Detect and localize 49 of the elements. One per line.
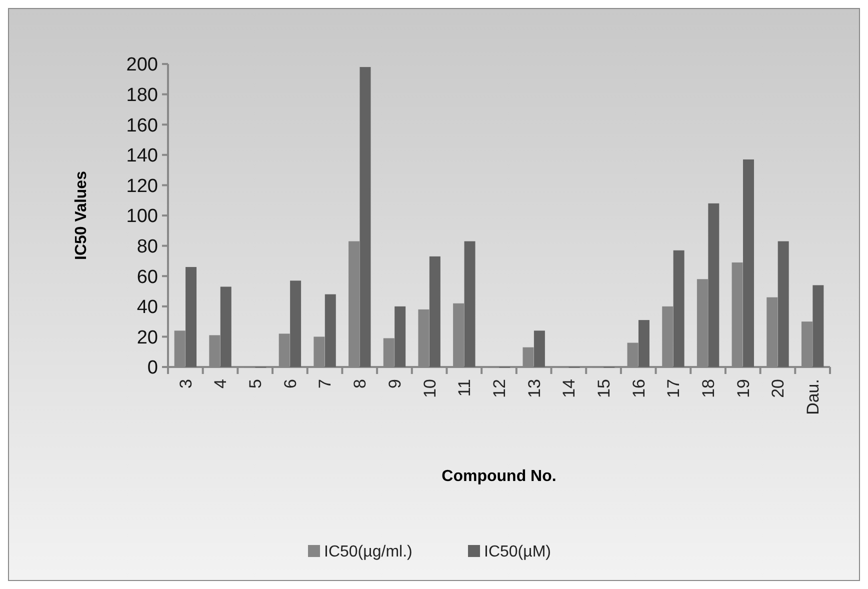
x-tick-label: 17 [664, 379, 684, 398]
x-tick-label: 4 [211, 379, 230, 388]
x-axis-title: Compound No. [442, 468, 556, 485]
y-tick-label: 20 [136, 327, 158, 348]
x-tick-label: 5 [246, 379, 266, 388]
bar [360, 67, 371, 367]
bar [394, 306, 406, 367]
bar [290, 280, 302, 367]
x-tick-label: 15 [594, 379, 614, 398]
x-tick-label: 20 [768, 379, 788, 398]
bar [220, 286, 232, 367]
y-tick-label: 0 [147, 358, 158, 379]
y-tick-label: 160 [126, 115, 158, 136]
x-tick-label: 6 [280, 379, 300, 388]
y-tick-label: 40 [136, 297, 158, 318]
legend-label: IC50(µg/ml.) [324, 544, 412, 561]
x-tick-label: 12 [490, 379, 509, 398]
y-tick-label: 200 [126, 54, 158, 76]
bar [778, 241, 789, 367]
bar [812, 285, 824, 367]
bar [429, 256, 440, 367]
x-tick-label: 19 [734, 379, 753, 398]
bar [534, 330, 545, 367]
x-tick-label: 11 [455, 379, 474, 397]
x-tick-label: 16 [629, 379, 648, 398]
x-tick-label: 7 [316, 379, 335, 388]
bar [743, 159, 754, 367]
y-tick-label: 60 [136, 266, 158, 288]
bar [638, 320, 650, 367]
y-axis-title: IC50 Values [73, 170, 90, 260]
legend-label: IC50(µM) [484, 544, 551, 561]
y-tick-label: 80 [136, 236, 158, 258]
bar [324, 294, 336, 367]
x-tick-label: 14 [560, 379, 579, 398]
y-tick-label: 140 [126, 146, 158, 167]
x-tick-label: Dau. [804, 379, 823, 415]
y-tick-label: 120 [126, 176, 158, 197]
x-tick-label: 18 [699, 379, 718, 398]
y-tick-label: 180 [126, 84, 158, 106]
bar [464, 241, 476, 367]
bar [708, 203, 720, 367]
bar [673, 250, 684, 367]
x-tick-label: 10 [420, 379, 440, 398]
x-tick-label: 9 [385, 379, 404, 388]
x-tick-label: 3 [176, 379, 196, 388]
y-tick-label: 100 [126, 206, 158, 228]
bar [186, 267, 197, 367]
x-tick-label: 8 [350, 379, 370, 388]
x-tick-label: 13 [524, 379, 544, 398]
